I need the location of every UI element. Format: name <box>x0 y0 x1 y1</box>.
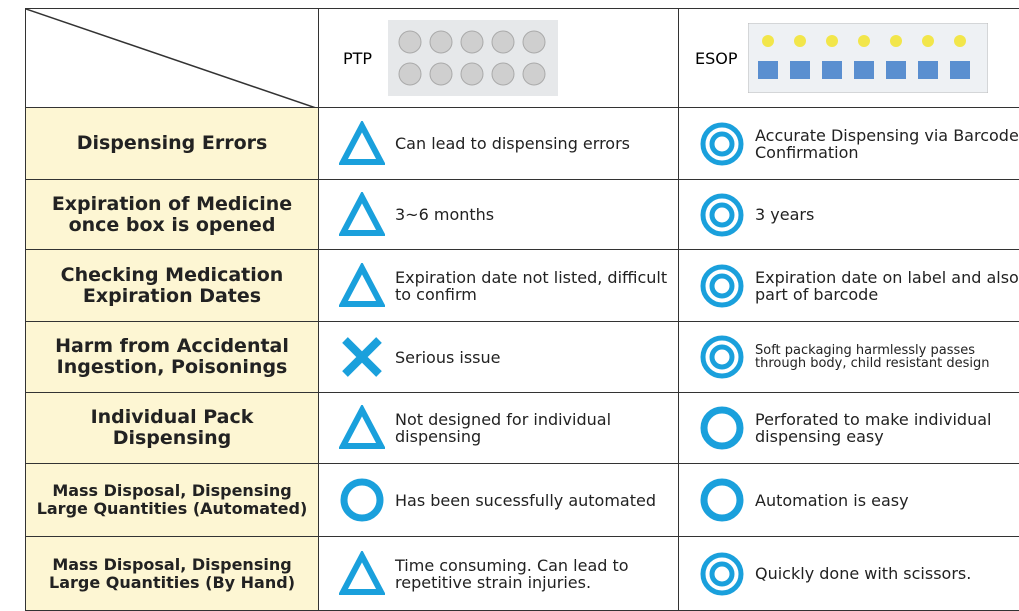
cell: Automation is easy <box>678 463 1019 537</box>
column-header: PTP <box>343 48 373 68</box>
header-cell: PTP <box>318 8 679 108</box>
cell: 3 years <box>678 179 1019 250</box>
diagonal <box>26 9 314 107</box>
double-circle-icon <box>699 263 745 309</box>
cell-text: Serious issue <box>395 347 501 367</box>
cell: Perforated to make individual dispensing… <box>678 392 1019 464</box>
cell-text: Time consuming. Can lead to repetitive s… <box>395 555 629 592</box>
cell-text: Automation is easy <box>755 490 909 510</box>
cross-icon <box>339 334 385 380</box>
triangle-icon <box>339 192 385 238</box>
header-cell: ESOP <box>678 8 1019 108</box>
esop-image <box>747 23 988 93</box>
cell: Serious issue <box>318 321 679 393</box>
column-header: ESOP <box>695 48 738 68</box>
cell-text: Soft packaging harmlessly passes through… <box>755 343 990 371</box>
row-label: Individual Pack Dispensing <box>25 392 319 464</box>
cell-text: Has been sucessfully automated <box>395 490 657 510</box>
row-label: Checking Medication Expiration Dates <box>25 249 319 322</box>
corner-cell <box>25 8 319 108</box>
cell: Expiration date on label and also part o… <box>678 249 1019 322</box>
ptp-image <box>388 20 559 96</box>
row-label: Harm from Accidental Ingestion, Poisonin… <box>25 321 319 393</box>
cell-text: 3 years <box>755 205 815 224</box>
circle-icon <box>699 405 745 451</box>
row-label: Dispensing Errors <box>25 107 319 180</box>
double-circle-icon <box>699 334 745 380</box>
triangle-icon <box>339 121 385 167</box>
cell: Expiration date not listed, difficult to… <box>318 249 679 322</box>
cell-text: Not designed for individual dispensing <box>395 410 612 446</box>
cell-text: Expiration date not listed, difficult to… <box>395 267 668 304</box>
cell-text: Expiration date on label and also part o… <box>755 267 1019 304</box>
cell: Has been sucessfully automated <box>318 463 679 537</box>
cell: Time consuming. Can lead to repetitive s… <box>318 536 679 611</box>
comparison-table: PTP ESOP Dispensing Errors Can lead to d… <box>25 8 1019 611</box>
row-label: Expiration of Medicine once box is opene… <box>25 179 319 250</box>
cell-text: Accurate Dispensing via Barcode Confirma… <box>755 125 1019 162</box>
circle-icon <box>339 477 385 523</box>
row-label: Mass Disposal, Dispensing Large Quantiti… <box>25 536 319 611</box>
row-label: Mass Disposal, Dispensing Large Quantiti… <box>25 463 319 537</box>
cell: Can lead to dispensing errors <box>318 107 679 180</box>
cell: Not designed for individual dispensing <box>318 392 679 464</box>
cell-text: 3~6 months <box>395 205 495 224</box>
circle-icon <box>699 477 745 523</box>
cell-text: Quickly done with scissors. <box>755 564 972 583</box>
double-circle-icon <box>699 192 745 238</box>
cell: Accurate Dispensing via Barcode Confirma… <box>678 107 1019 180</box>
cell: Soft packaging harmlessly passes through… <box>678 321 1019 393</box>
cell: Quickly done with scissors. <box>678 536 1019 611</box>
triangle-icon <box>339 405 385 451</box>
triangle-icon <box>339 263 385 309</box>
cell-text: Perforated to make individual dispensing… <box>755 410 992 446</box>
double-circle-icon <box>699 551 745 597</box>
triangle-icon <box>339 551 385 597</box>
double-circle-icon <box>699 121 745 167</box>
cell: 3~6 months <box>318 179 679 250</box>
cell-text: Can lead to dispensing errors <box>395 134 630 153</box>
